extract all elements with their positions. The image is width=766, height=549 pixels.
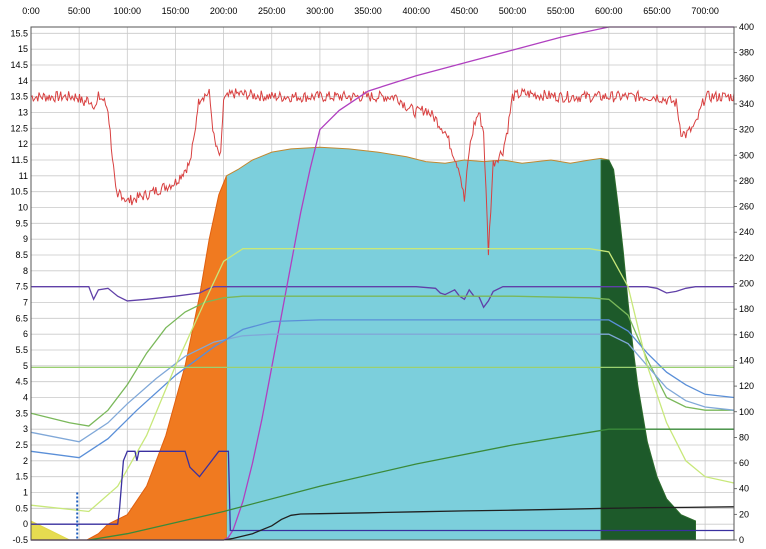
line-series (30, 319, 735, 459)
line-series (88, 428, 734, 541)
y-left-tick-label: 0.5 (15, 503, 28, 513)
x-tick-label: 550:00 (547, 6, 575, 16)
y-right-tick-label: 120 (739, 381, 754, 391)
y-left-tick-label: 14.5 (10, 60, 28, 70)
y-left-tick-label: 13.5 (10, 92, 28, 102)
y-left-tick-label: -0.5 (12, 535, 28, 544)
line-series (30, 87, 735, 256)
line-series (30, 248, 735, 513)
y-left-tick-label: 4 (23, 393, 28, 403)
y-left-tick-label: 7.5 (15, 282, 28, 292)
x-tick-label: 0:00 (22, 6, 40, 16)
line-series (31, 506, 735, 541)
x-tick-label: 450:00 (451, 6, 479, 16)
y-right-tick-label: 240 (739, 227, 754, 237)
y-left-tick-label: 9 (23, 234, 28, 244)
y-left-tick-label: 8.5 (15, 250, 28, 260)
y-right-tick-label: 180 (739, 304, 754, 314)
line-series (30, 295, 734, 427)
y-right-tick-label: 200 (739, 279, 754, 289)
x-tick-label: 50:00 (68, 6, 91, 16)
x-tick-label: 650:00 (643, 6, 671, 16)
y-right-tick-label: 380 (739, 48, 754, 58)
y-right-tick-label: 320 (739, 125, 754, 135)
y-right-tick-label: 260 (739, 202, 754, 212)
y-right-tick-label: 360 (739, 73, 754, 83)
line-series (30, 333, 735, 443)
x-tick-label: 350:00 (354, 6, 382, 16)
y-left-tick-label: 5.5 (15, 345, 28, 355)
y-left-tick-label: 9.5 (15, 218, 28, 228)
y-right-tick-label: 400 (739, 22, 754, 32)
y-right-tick-label: 140 (739, 355, 754, 365)
line-series (31, 450, 734, 532)
x-tick-label: 300:00 (306, 6, 334, 16)
y-left-tick-label: 6 (23, 329, 28, 339)
y-right-tick-label: 340 (739, 99, 754, 109)
y-left-tick-label: 4.5 (15, 377, 28, 387)
x-tick-label: 250:00 (258, 6, 286, 16)
y-left-tick-label: 12.5 (10, 123, 28, 133)
y-left-tick-label: 13 (18, 108, 28, 118)
y-left-tick-label: 11 (19, 171, 28, 181)
plot-frame (30, 26, 735, 541)
y-left-tick-label: 15.5 (10, 28, 28, 38)
y-left-tick-label: 2 (23, 456, 28, 466)
y-left-tick-label: 7 (23, 298, 28, 308)
y-left-tick-label: 5 (23, 361, 28, 371)
y-right-tick-label: 80 (739, 432, 749, 442)
x-tick-label: 200:00 (210, 6, 238, 16)
y-left-tick-label: 6.5 (15, 313, 28, 323)
y-right-tick-label: 280 (739, 176, 754, 186)
y-right-tick-label: 100 (739, 407, 754, 417)
y-left-tick-label: 3.5 (15, 408, 28, 418)
y-right-tick-label: 0 (739, 535, 744, 544)
y-right-tick-label: 60 (739, 458, 749, 468)
y-left-tick-label: 11.5 (11, 155, 28, 165)
y-left-tick-label: 10 (18, 203, 28, 213)
y-left-tick-label: 10.5 (10, 187, 28, 197)
area-series (600, 159, 696, 541)
y-left-tick-label: 12 (18, 139, 28, 149)
y-left-tick-label: 1.5 (15, 472, 28, 482)
y-left-tick-label: 3 (23, 424, 28, 434)
y-left-tick-label: 0 (23, 519, 28, 529)
x-tick-label: 400:00 (402, 6, 430, 16)
y-left-tick-label: 14 (18, 76, 28, 86)
area-series (226, 146, 610, 541)
x-tick-label: 150:00 (162, 6, 190, 16)
y-right-tick-label: 20 (739, 509, 749, 519)
y-right-tick-label: 160 (739, 330, 754, 340)
line-series (31, 286, 734, 309)
y-left-tick-label: 8 (23, 266, 28, 276)
y-right-tick-label: 40 (739, 484, 749, 494)
y-left-tick-label: 15 (18, 44, 28, 54)
x-tick-label: 600:00 (595, 6, 623, 16)
x-tick-label: 500:00 (499, 6, 527, 16)
line-series (31, 26, 734, 541)
y-right-tick-label: 300 (739, 150, 754, 160)
y-left-tick-label: 1 (23, 488, 28, 498)
y-right-tick-label: 220 (739, 253, 754, 263)
x-tick-label: 700:00 (691, 6, 719, 16)
x-tick-label: 100:00 (114, 6, 142, 16)
y-left-tick-label: 2.5 (15, 440, 28, 450)
